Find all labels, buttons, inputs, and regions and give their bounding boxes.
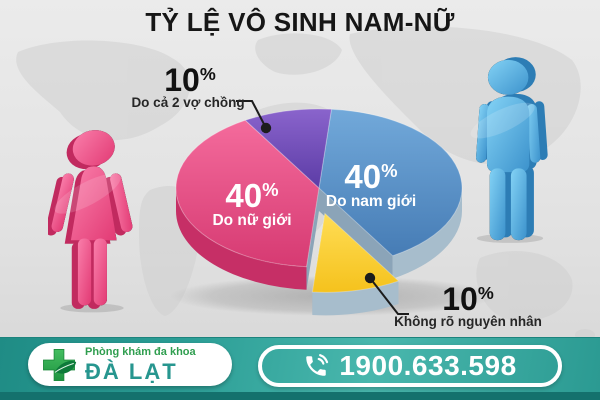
callout-line-khong-ro-nguyen-nhan [369, 277, 409, 315]
callout-value-do-ca-2-vo-chong: 10% [164, 62, 216, 98]
phone-call-button[interactable]: 1900.633.598 [258, 345, 562, 387]
pie-label-do-nam-gioi: Do nam giới [326, 193, 416, 210]
female-figure-icon [48, 126, 134, 313]
clinic-logo: Phòng khám đa khoa ĐÀ LẠT [28, 343, 232, 386]
pie-label-do-nu-gioi: Do nữ giới [212, 212, 291, 229]
phone-number: 1900.633.598 [339, 350, 517, 381]
pie-slice-do-nu-gioi [175, 119, 320, 268]
callout-label-khong-ro-nguyen-nhan: Không rõ nguyên nhân [394, 314, 542, 329]
medical-cross-leaf-icon [43, 348, 77, 381]
footer-accent-strip [0, 392, 600, 400]
clinic-text: Phòng khám đa khoa ĐÀ LẠT [85, 345, 196, 384]
clinic-name-label: ĐÀ LẠT [85, 358, 178, 384]
pie-value-do-nu-gioi: 40% [225, 177, 278, 214]
pie-slice-do-nam-gioi [318, 108, 463, 257]
footer-bar: Phòng khám đa khoa ĐÀ LẠT 1900.633.598 [0, 337, 600, 392]
callout-dot-khong-ro-nguyen-nhan [364, 272, 376, 284]
callout-value-khong-ro-nguyen-nhan: 10% [442, 281, 494, 317]
callout-line-do-ca-2-vo-chong [236, 100, 267, 129]
callout-label-do-ca-2-vo-chong: Do cả 2 vợ chồng [131, 95, 244, 110]
map-north-america [16, 40, 190, 141]
clinic-type-label: Phòng khám đa khoa [85, 345, 196, 358]
pie-value-do-nam-gioi: 40% [344, 158, 397, 195]
pie-cut-face [319, 188, 393, 279]
pie-side-khong-ro-nguyen-nhan [312, 281, 399, 316]
map-australia [476, 251, 573, 322]
pie-side-do-nam-gioi [392, 188, 462, 279]
page-title: TỶ LỆ VÔ SINH NAM-NỮ [145, 7, 455, 37]
pie-slice-khong-ro-nguyen-nhan [311, 212, 400, 293]
male-figure-icon [470, 57, 549, 243]
pie-side-do-nu-gioi [175, 188, 307, 290]
phone-icon [306, 354, 329, 376]
pie-cut-face [306, 188, 319, 290]
callout-dot-do-ca-2-vo-chong [260, 122, 272, 134]
map-europe [255, 33, 342, 75]
